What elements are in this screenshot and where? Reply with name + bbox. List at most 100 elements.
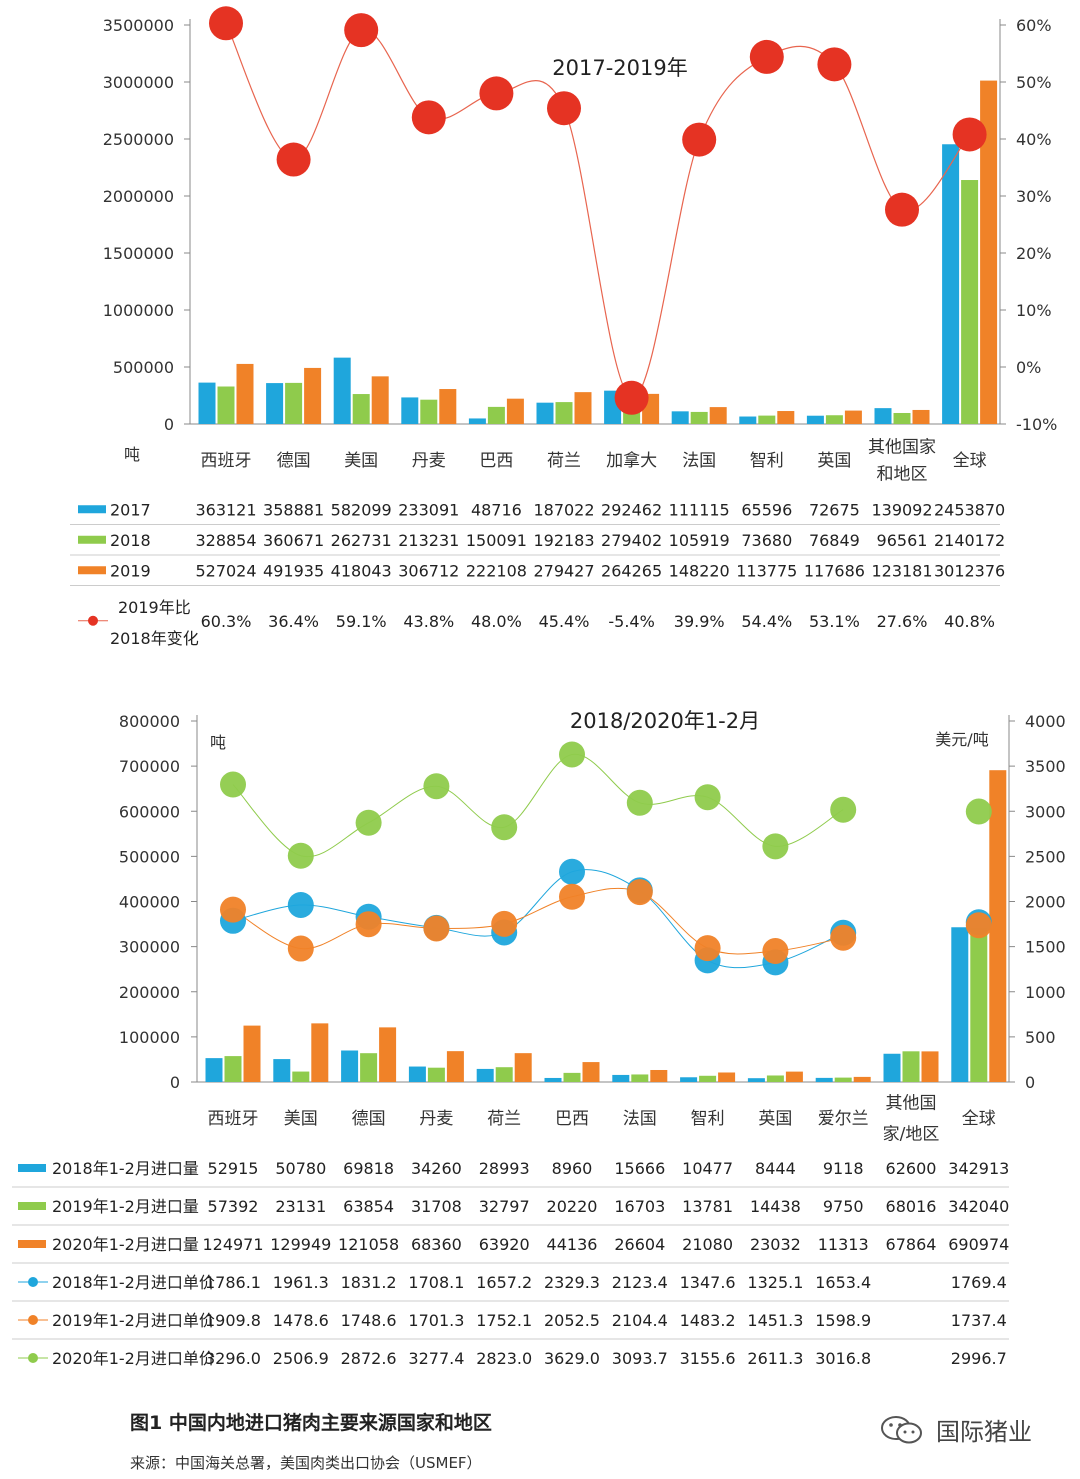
marker-2019年比2018年变化-全球 bbox=[952, 117, 987, 152]
table-cell: 2611.3 bbox=[747, 1349, 803, 1368]
bar-2020年1-2月进口量-爱尔兰 bbox=[853, 1076, 871, 1082]
bar-2017-其他国家和地区 bbox=[874, 408, 892, 424]
table-cell: 9118 bbox=[823, 1159, 864, 1178]
bar-2017-巴西 bbox=[468, 418, 486, 424]
table-cell: 20220 bbox=[547, 1197, 598, 1216]
table-cell: 1708.1 bbox=[408, 1273, 464, 1292]
bar-2019年1-2月进口量-全球 bbox=[970, 927, 988, 1082]
table-cell: 113775 bbox=[736, 561, 797, 580]
bar-2020年1-2月进口量-智利 bbox=[718, 1072, 736, 1082]
bar-2020年1-2月进口量-美国 bbox=[311, 1023, 329, 1082]
category-label: 智利 bbox=[691, 1109, 725, 1129]
figure-caption: 图1 中国内地进口猪肉主要来源国家和地区 bbox=[130, 1412, 492, 1434]
table-cell: 1701.3 bbox=[408, 1311, 464, 1330]
bar-2019年1-2月进口量-其他国家/地区 bbox=[902, 1051, 920, 1082]
table-cell: 192183 bbox=[533, 531, 594, 550]
table-cell: 69818 bbox=[343, 1159, 394, 1178]
marker-2019年比2018年变化-美国 bbox=[344, 13, 379, 48]
bar-2019年1-2月进口量-西班牙 bbox=[224, 1056, 242, 1082]
table-cell: 1451.3 bbox=[747, 1311, 803, 1330]
table-cell: 328854 bbox=[195, 531, 256, 550]
bar-2019年1-2月进口量-爱尔兰 bbox=[834, 1077, 852, 1082]
category-label: 全球 bbox=[962, 1109, 996, 1129]
table-cell: 2823.0 bbox=[476, 1349, 532, 1368]
marker-2019年比2018年变化-巴西 bbox=[479, 76, 514, 111]
bar-2020年1-2月进口量-法国 bbox=[650, 1069, 668, 1082]
bar-2019年1-2月进口量-英国 bbox=[766, 1075, 784, 1082]
table-cell: 1769.4 bbox=[951, 1273, 1007, 1292]
y2-tick-label: 0 bbox=[1025, 1073, 1035, 1092]
y-tick-label: 600000 bbox=[119, 802, 180, 821]
marker-2020年1-2月进口单价-爱尔兰 bbox=[830, 796, 857, 823]
table-cell: 2140172 bbox=[934, 531, 1005, 550]
marker-2020年1-2月进口单价-德国 bbox=[355, 809, 382, 836]
y2-tick-label: 20% bbox=[1016, 244, 1052, 263]
marker-2019年1-2月进口单价-荷兰 bbox=[491, 910, 518, 937]
legend-label: 2017 bbox=[110, 500, 151, 519]
watermark: 国际猪业 bbox=[880, 1412, 1032, 1447]
bar-2020年1-2月进口量-丹麦 bbox=[446, 1051, 464, 1082]
marker-2019年1-2月进口单价-德国 bbox=[355, 911, 382, 938]
table-cell: 342040 bbox=[948, 1197, 1009, 1216]
bar-2020年1-2月进口量-英国 bbox=[785, 1071, 803, 1082]
legend-marker-2020年1-2月进口单价 bbox=[28, 1353, 38, 1363]
table-cell: 3093.7 bbox=[612, 1349, 668, 1368]
legend-swatch-2018年1-2月进口量 bbox=[18, 1164, 46, 1172]
legend-marker-2019年比2018年变化 bbox=[88, 615, 98, 626]
table-cell: 233091 bbox=[398, 500, 459, 519]
marker-2019年比2018年变化-丹麦 bbox=[411, 100, 446, 135]
table-cell: 68016 bbox=[886, 1197, 937, 1216]
bar-2018-美国 bbox=[352, 394, 370, 424]
table-cell: 129949 bbox=[270, 1235, 331, 1254]
line-2018年1-2月进口单价 bbox=[233, 870, 979, 968]
table-cell: 342913 bbox=[948, 1159, 1009, 1178]
table-cell: 43.8% bbox=[403, 612, 454, 631]
table-cell: 28993 bbox=[479, 1159, 530, 1178]
table-cell: 358881 bbox=[263, 500, 324, 519]
marker-2019年比2018年变化-其他国家和地区 bbox=[885, 192, 919, 227]
table-cell: 1598.9 bbox=[815, 1311, 871, 1330]
table-cell: 3012376 bbox=[934, 561, 1005, 580]
y2-tick-label: 40% bbox=[1016, 130, 1052, 149]
marker-2019年1-2月进口单价-西班牙 bbox=[220, 896, 246, 923]
category-label: 法国 bbox=[682, 451, 716, 471]
bar-2017-荷兰 bbox=[536, 402, 554, 424]
bar-2017-全球 bbox=[942, 144, 960, 424]
table-cell: 1737.4 bbox=[951, 1311, 1007, 1330]
table-cell: 23032 bbox=[750, 1235, 801, 1254]
table-cell: 360671 bbox=[263, 531, 324, 550]
table-cell: 148220 bbox=[669, 561, 730, 580]
legend-label: 2018年1-2月进口量 bbox=[52, 1159, 199, 1178]
table-cell: 63854 bbox=[343, 1197, 394, 1216]
marker-2020年1-2月进口单价-美国 bbox=[287, 842, 314, 869]
table-cell: 26604 bbox=[614, 1235, 665, 1254]
table-cell: 3296.0 bbox=[205, 1349, 261, 1368]
bar-2017-智利 bbox=[739, 416, 757, 424]
table-cell: 1961.3 bbox=[273, 1273, 329, 1292]
table-cell: 2996.7 bbox=[951, 1349, 1007, 1368]
marker-2018年1-2月进口单价-美国 bbox=[287, 891, 314, 918]
bar-2018-西班牙 bbox=[217, 386, 235, 424]
category-label: 智利 bbox=[750, 451, 784, 471]
category-label: 巴西 bbox=[479, 451, 513, 471]
table-cell: 62600 bbox=[886, 1159, 937, 1178]
bar-2018年1-2月进口量-美国 bbox=[273, 1059, 291, 1082]
bar-2018-荷兰 bbox=[555, 402, 573, 424]
table-cell: 123181 bbox=[871, 561, 932, 580]
y2-tick-label: 1500 bbox=[1025, 938, 1066, 957]
line-2019年1-2月进口单价 bbox=[233, 888, 979, 954]
marker-2019年1-2月进口单价-法国 bbox=[626, 879, 653, 906]
marker-2020年1-2月进口单价-全球 bbox=[965, 798, 992, 825]
marker-2019年比2018年变化-德国 bbox=[276, 142, 311, 177]
bar-2020年1-2月进口量-荷兰 bbox=[514, 1053, 532, 1082]
table-cell: 15666 bbox=[614, 1159, 665, 1178]
y2-tick-label: 10% bbox=[1016, 301, 1052, 320]
marker-2020年1-2月进口单价-西班牙 bbox=[220, 771, 246, 798]
category-label: 西班牙 bbox=[201, 451, 252, 471]
table-cell: 1653.4 bbox=[815, 1273, 871, 1292]
table-cell: 8444 bbox=[755, 1159, 796, 1178]
table-cell: 23131 bbox=[275, 1197, 326, 1216]
category-label: 和地区 bbox=[877, 465, 928, 485]
marker-2019年比2018年变化-法国 bbox=[682, 122, 717, 157]
category-label: 家/地区 bbox=[883, 1125, 940, 1145]
